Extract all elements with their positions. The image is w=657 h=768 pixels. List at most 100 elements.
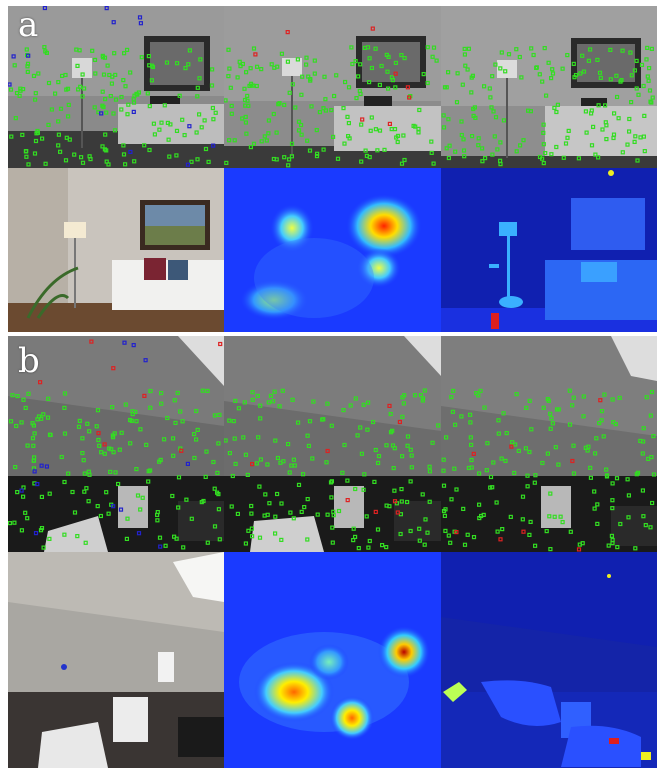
- keypoint-marker: [612, 111, 617, 116]
- keypoint-marker: [554, 109, 559, 115]
- office-grayscale-image: [441, 336, 657, 552]
- keypoint-marker: [171, 453, 176, 458]
- keypoint-marker: [84, 486, 89, 491]
- keypoint-marker: [490, 152, 495, 157]
- keypoint-marker: [180, 419, 185, 424]
- keypoint-marker: [62, 532, 67, 537]
- keypoint-marker: [102, 442, 107, 447]
- keypoint-marker: [98, 513, 104, 519]
- keypoint-marker: [417, 107, 422, 113]
- keypoint-marker: [226, 73, 231, 79]
- keypoint-marker: [400, 395, 405, 400]
- keypoint-marker: [240, 116, 245, 121]
- keypoint-marker: [331, 509, 336, 514]
- keypoint-marker: [350, 61, 355, 67]
- keypoint-marker: [115, 481, 121, 487]
- panel-a-segmentation-map: [441, 168, 657, 332]
- keypoint-marker: [618, 521, 623, 527]
- keypoint-marker: [282, 155, 287, 160]
- keypoint-marker: [206, 159, 211, 164]
- keypoint-marker: [346, 85, 352, 90]
- panel-b-segmentation-map: [441, 552, 657, 768]
- keypoint-marker: [571, 443, 576, 448]
- keypoint-marker: [235, 511, 240, 516]
- keypoint-marker: [401, 401, 406, 406]
- keypoint-marker: [26, 391, 31, 396]
- keypoint-marker: [121, 152, 127, 157]
- keypoint-marker: [560, 520, 565, 525]
- keypoint-marker: [425, 45, 430, 50]
- keypoint-marker: [647, 65, 652, 71]
- keypoint-marker: [459, 119, 464, 124]
- keypoint-marker: [533, 473, 538, 478]
- keypoint-marker: [163, 543, 168, 548]
- keypoint-marker: [112, 128, 118, 133]
- keypoint-marker: [373, 447, 378, 453]
- keypoint-marker: [638, 438, 643, 444]
- keypoint-marker: [648, 413, 653, 418]
- keypoint-marker: [212, 413, 217, 418]
- keypoint-marker: [31, 423, 36, 428]
- keypoint-marker: [346, 120, 352, 126]
- keypoint-marker: [441, 483, 447, 488]
- keypoint-marker: [155, 512, 160, 517]
- keypoint-marker: [645, 74, 650, 79]
- keypoint-marker: [462, 52, 467, 57]
- keypoint-marker: [19, 528, 24, 533]
- keypoint-marker: [602, 392, 607, 397]
- living-room-color-photo: [8, 168, 224, 332]
- keypoint-marker: [434, 58, 439, 63]
- keypoint-marker: [75, 63, 80, 69]
- keypoint-marker: [46, 122, 51, 128]
- keypoint-marker: [402, 55, 407, 61]
- keypoint-marker: [77, 418, 82, 424]
- keypoint-marker: [603, 103, 608, 108]
- keypoint-marker: [640, 488, 645, 493]
- keypoint-marker: [41, 545, 46, 550]
- keypoint-marker: [576, 156, 581, 161]
- keypoint-marker: [335, 156, 341, 161]
- keypoint-marker: [329, 495, 334, 500]
- keypoint-marker: [436, 423, 441, 428]
- keypoint-marker: [634, 86, 639, 91]
- keypoint-marker: [100, 55, 106, 60]
- keypoint-marker: [195, 427, 200, 433]
- keypoint-marker: [453, 422, 458, 427]
- keypoint-marker: [298, 122, 304, 128]
- keypoint-marker: [19, 488, 24, 493]
- keypoint-marker: [111, 366, 116, 371]
- panel-b-keypoints-view-1: [8, 336, 224, 552]
- living-room-grayscale-image: [224, 6, 441, 168]
- keypoint-marker: [651, 472, 657, 477]
- keypoint-marker: [527, 398, 532, 404]
- keypoint-marker: [325, 512, 330, 517]
- keypoint-marker: [354, 95, 359, 101]
- keypoint-marker: [581, 394, 586, 399]
- keypoint-marker: [13, 465, 18, 470]
- keypoint-marker: [81, 458, 86, 463]
- keypoint-marker: [422, 542, 427, 547]
- keypoint-marker: [421, 71, 426, 77]
- keypoint-marker: [132, 159, 137, 164]
- keypoint-marker: [576, 547, 582, 552]
- keypoint-marker: [588, 475, 593, 480]
- keypoint-marker: [462, 154, 467, 159]
- keypoint-marker: [14, 423, 19, 429]
- keypoint-marker: [521, 529, 526, 534]
- keypoint-marker: [80, 450, 85, 456]
- keypoint-marker: [634, 472, 639, 477]
- keypoint-marker: [280, 388, 285, 393]
- keypoint-marker: [275, 455, 281, 461]
- keypoint-marker: [42, 6, 48, 11]
- keypoint-marker: [593, 451, 598, 456]
- keypoint-marker: [300, 472, 306, 477]
- keypoint-marker: [254, 461, 259, 466]
- keypoint-marker: [601, 434, 606, 439]
- keypoint-marker: [95, 408, 101, 413]
- keypoint-marker: [640, 451, 645, 456]
- keypoint-marker: [9, 134, 14, 139]
- keypoint-marker: [611, 132, 617, 137]
- keypoint-marker: [226, 47, 231, 52]
- keypoint-marker: [468, 412, 473, 417]
- keypoint-marker: [570, 403, 575, 408]
